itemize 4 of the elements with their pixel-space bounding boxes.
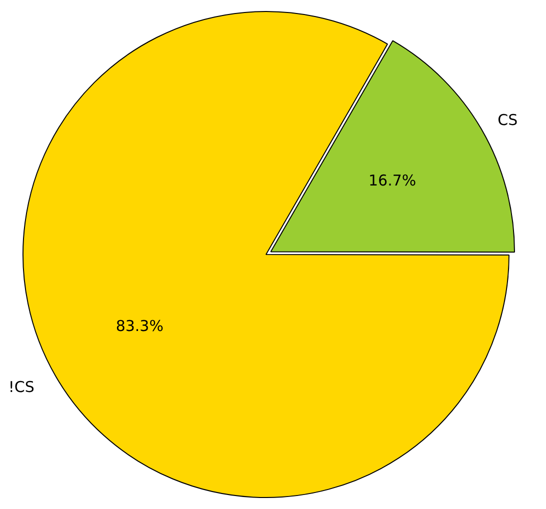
data-label: 16.7% [368,172,416,190]
data-label: 83.3% [116,317,164,336]
slice-label: CS [498,110,518,129]
slice-label: !CS [8,378,34,396]
